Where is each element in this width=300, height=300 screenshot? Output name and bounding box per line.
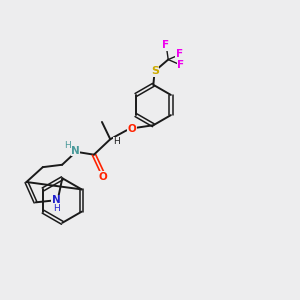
Text: N: N bbox=[52, 195, 61, 205]
Text: O: O bbox=[128, 124, 136, 134]
Text: S: S bbox=[151, 66, 159, 76]
Text: F: F bbox=[162, 40, 169, 50]
Text: H: H bbox=[64, 141, 70, 150]
Text: F: F bbox=[176, 49, 183, 59]
Text: O: O bbox=[98, 172, 107, 182]
Text: F: F bbox=[177, 61, 184, 70]
Text: H: H bbox=[53, 204, 60, 213]
Text: N: N bbox=[71, 146, 80, 156]
Text: H: H bbox=[113, 137, 120, 146]
